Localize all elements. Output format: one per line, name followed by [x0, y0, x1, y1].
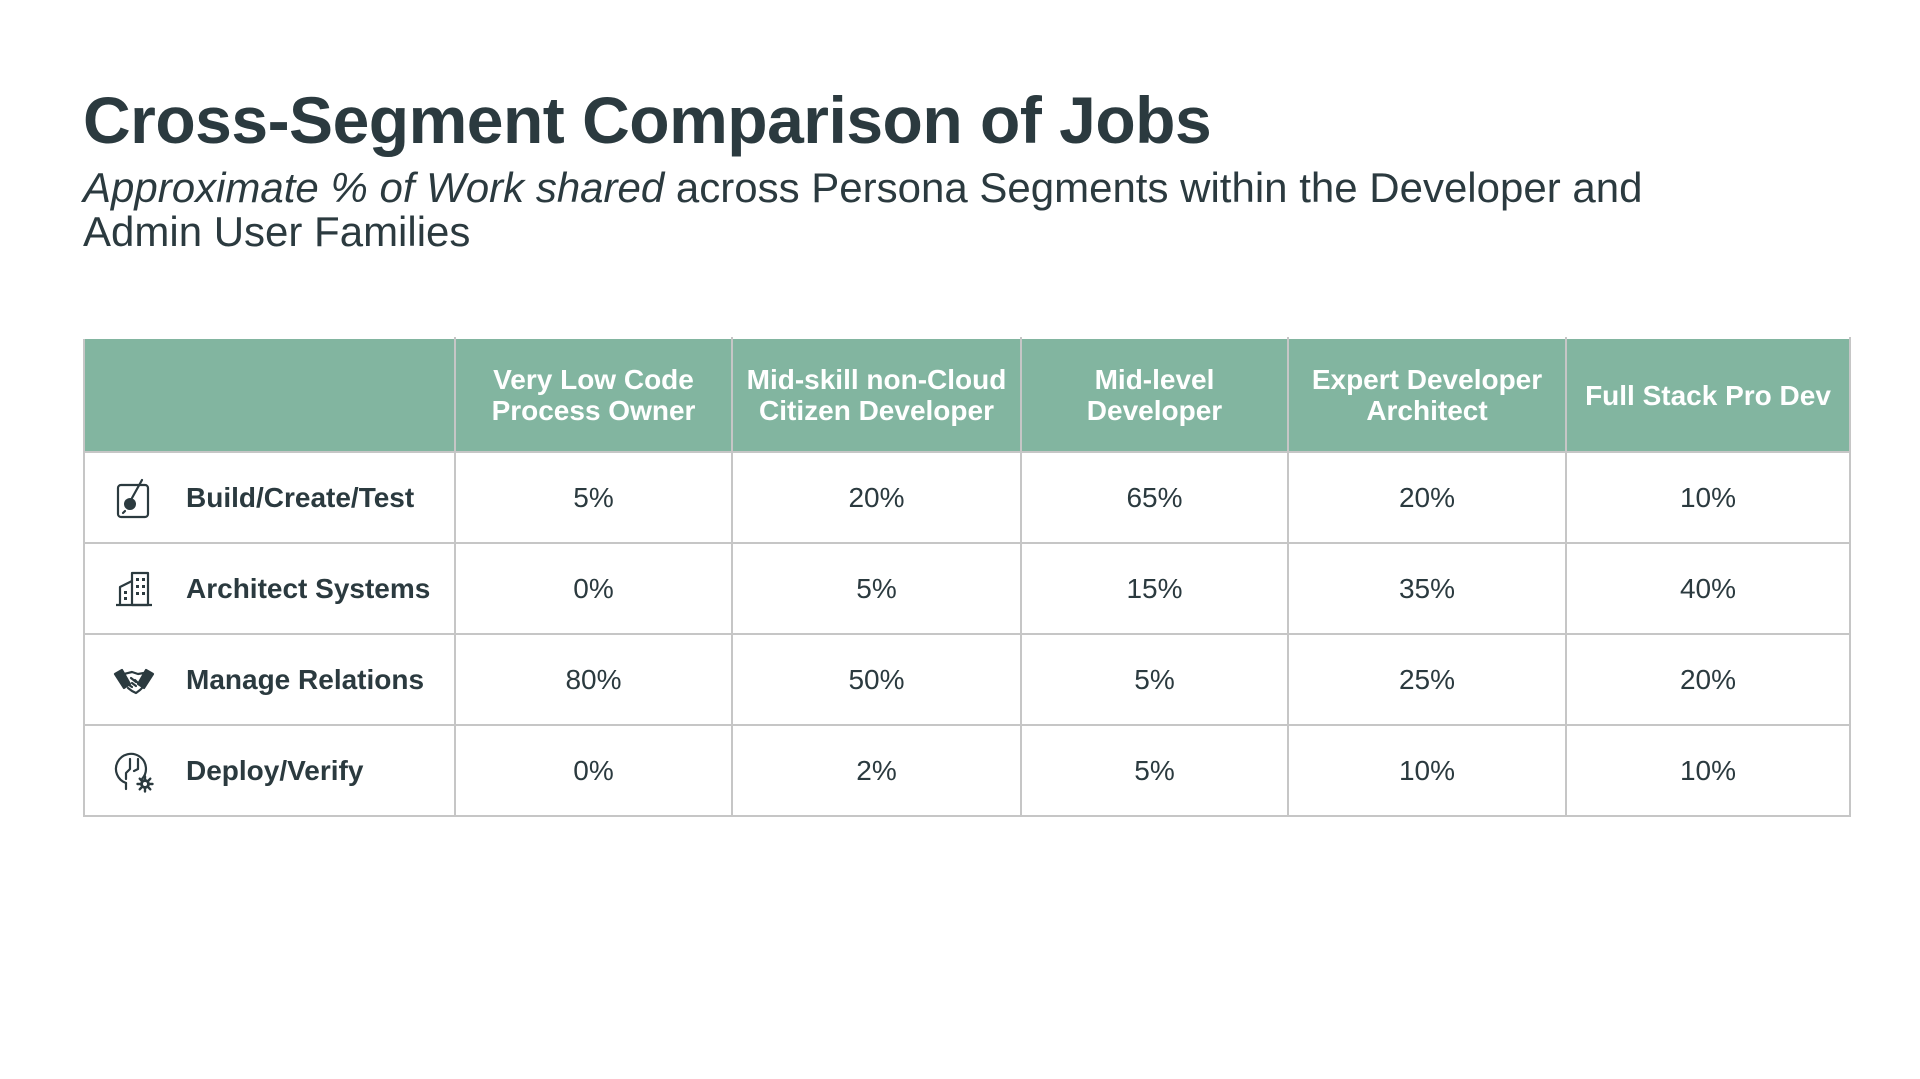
value-cell: 35%	[1287, 542, 1567, 635]
job-label: Deploy/Verify	[186, 754, 364, 786]
column-header: Expert Developer Architect	[1287, 337, 1567, 453]
build-test-icon	[112, 476, 156, 520]
column-header: Mid-skill non-Cloud Citizen Developer	[731, 337, 1022, 453]
job-cell: Architect Systems	[83, 542, 456, 635]
column-header: Full Stack Pro Dev	[1565, 337, 1851, 453]
job-cell: Deploy/Verify	[83, 724, 456, 817]
value-cell: 2%	[731, 724, 1022, 817]
header-corner-cell	[83, 337, 456, 453]
value-cell: 50%	[731, 633, 1022, 726]
job-label: Manage Relations	[186, 663, 425, 695]
value-cell: 40%	[1565, 542, 1851, 635]
value-cell: 65%	[1020, 451, 1289, 544]
job-label: Build/Create/Test	[186, 481, 415, 513]
comparison-table: Very Low Code Process Owner Mid-skill no…	[83, 337, 1851, 817]
value-cell: 5%	[1020, 633, 1289, 726]
handshake-icon	[112, 658, 156, 702]
value-cell: 5%	[454, 451, 733, 544]
value-cell: 20%	[1565, 633, 1851, 726]
value-cell: 5%	[731, 542, 1022, 635]
table-row: Deploy/Verify 0% 2% 5% 10% 10%	[83, 724, 1851, 817]
value-cell: 80%	[454, 633, 733, 726]
value-cell: 0%	[454, 542, 733, 635]
job-label: Architect Systems	[186, 572, 431, 604]
value-cell: 0%	[454, 724, 733, 817]
value-cell: 20%	[731, 451, 1022, 544]
table-row: Build/Create/Test 5% 20% 65% 20% 10%	[83, 451, 1851, 544]
page-title: Cross-Segment Comparison of Jobs	[83, 83, 1212, 157]
value-cell: 5%	[1020, 724, 1289, 817]
column-header: Very Low Code Process Owner	[454, 337, 733, 453]
job-cell: Build/Create/Test	[83, 451, 456, 544]
table-header-row: Very Low Code Process Owner Mid-skill no…	[83, 337, 1851, 453]
page-subtitle: Approximate % of Work shared across Pers…	[83, 166, 1733, 254]
subtitle-rest: across Persona Segments within the Devel…	[83, 164, 1643, 255]
subtitle-italic: Approximate % of Work shared	[83, 164, 665, 211]
value-cell: 10%	[1287, 724, 1567, 817]
value-cell: 10%	[1565, 451, 1851, 544]
table-row: Architect Systems 0% 5% 15% 35% 40%	[83, 542, 1851, 635]
job-cell: Manage Relations	[83, 633, 456, 726]
value-cell: 15%	[1020, 542, 1289, 635]
table-row: Manage Relations 80% 50% 5% 25% 20%	[83, 633, 1851, 726]
building-icon	[112, 567, 156, 611]
value-cell: 10%	[1565, 724, 1851, 817]
value-cell: 20%	[1287, 451, 1567, 544]
deploy-gear-icon	[112, 749, 156, 793]
column-header: Mid-level Developer	[1020, 337, 1289, 453]
value-cell: 25%	[1287, 633, 1567, 726]
